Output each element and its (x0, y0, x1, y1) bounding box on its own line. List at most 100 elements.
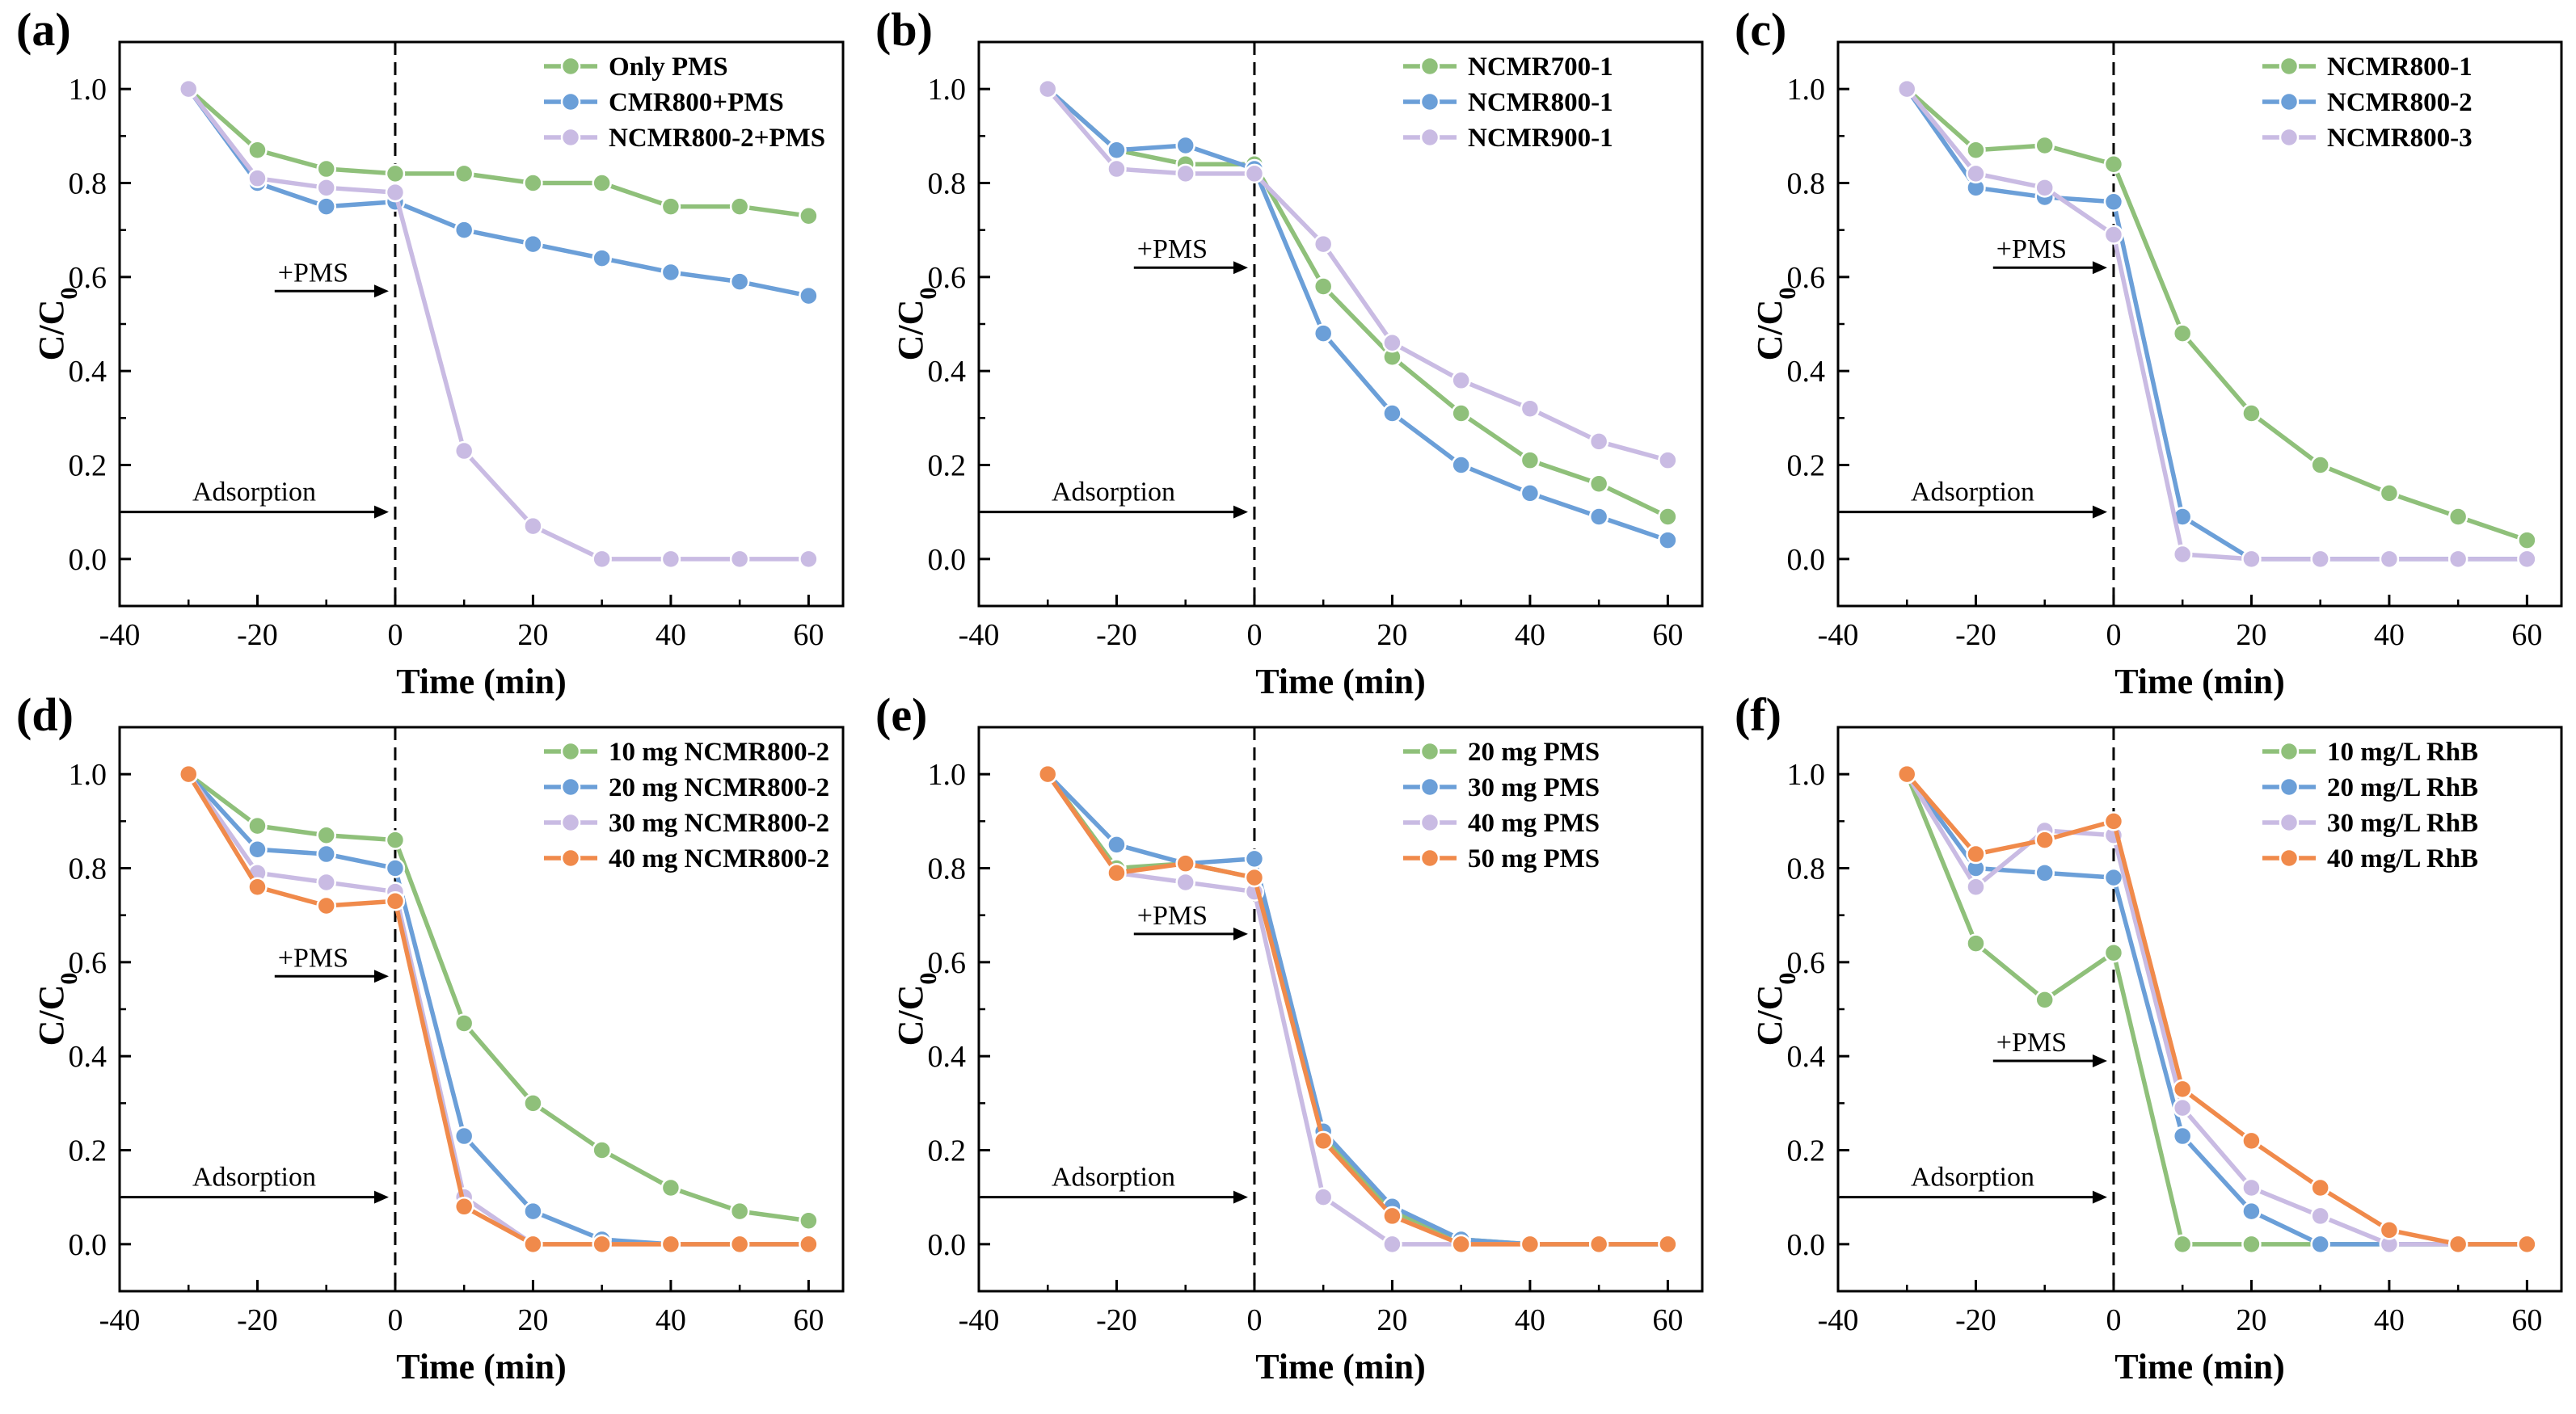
legend-swatch-marker (1419, 91, 1440, 112)
data-point (729, 271, 750, 292)
adsorption-label: Adsorption (1911, 1163, 2034, 1193)
legend-entry: NCMR800-2 (2262, 88, 2473, 117)
data-point (2103, 811, 2124, 831)
data-point (1520, 483, 1541, 503)
data-point (1588, 1234, 1609, 1255)
data-point (1966, 140, 1986, 161)
y-tick-label: 0.4 (928, 355, 967, 389)
x-tick-label: -40 (99, 618, 141, 652)
data-point (660, 549, 681, 570)
y-tick-label: 0.6 (69, 946, 108, 980)
y-tick-label: 0.6 (1787, 261, 1826, 295)
data-point (247, 839, 268, 860)
y-tick-label: 0.0 (928, 543, 967, 577)
legend-entry: 10 mg/L RhB (2262, 738, 2478, 767)
data-point (2172, 1234, 2193, 1255)
data-point (1382, 1234, 1402, 1255)
data-point (316, 196, 336, 217)
chart-panel-b: -40 -20 0 20 40 60 0.0 0.2 0.4 0.6 0.8 1.0 Time (min… (875, 3, 1704, 701)
data-point (2241, 1234, 2262, 1255)
data-point (453, 1126, 474, 1147)
data-point (2172, 1097, 2193, 1118)
adsorption-arrowhead (2092, 1190, 2107, 1204)
series-line (1046, 87, 1669, 463)
data-point (799, 1234, 819, 1255)
panel-label: (f) (1735, 688, 1781, 741)
legend-label: 40 mg/L RhB (2327, 844, 2478, 873)
x-axis-title: Time (min) (2114, 662, 2285, 701)
y-tick-label: 1.0 (928, 758, 967, 792)
legend-entry: 40 mg NCMR800-2 (544, 844, 829, 873)
legend-label: CMR800+PMS (609, 88, 784, 117)
x-tick-label: -40 (1818, 1303, 1859, 1337)
legend-entry: NCMR700-1 (1403, 53, 1613, 82)
x-tick-label: 0 (1246, 618, 1262, 652)
data-point (453, 220, 474, 240)
legend-label: 10 mg NCMR800-2 (609, 738, 829, 767)
pms-arrowhead (2092, 1054, 2107, 1067)
y-tick-label: 0.8 (1787, 167, 1826, 201)
data-point (2172, 323, 2193, 343)
y-tick-label: 0.0 (1787, 543, 1826, 577)
data-point (2379, 1220, 2400, 1240)
data-point (2310, 1206, 2330, 1227)
y-axis-title: C/C0 (32, 973, 82, 1046)
x-tick-label: 40 (1515, 618, 1545, 652)
y-tick-label: 0.2 (928, 1134, 967, 1168)
x-tick-label: 40 (2374, 618, 2405, 652)
data-point (1896, 764, 1917, 785)
legend-label: NCMR800-1 (2327, 53, 2473, 82)
data-point (729, 196, 750, 217)
y-tick-label: 0.2 (1787, 449, 1826, 483)
x-tick-label: 20 (1377, 618, 1407, 652)
legend-entry: NCMR800-2+PMS (544, 124, 825, 153)
series-line (187, 87, 809, 562)
data-point (1896, 78, 1917, 99)
data-point (1966, 844, 1986, 865)
legend-swatch-marker (560, 812, 581, 833)
data-point (1175, 872, 1195, 893)
x-tick-label: 20 (517, 1303, 548, 1337)
adsorption-label: Adsorption (192, 1163, 316, 1193)
legend-label: Only PMS (609, 53, 728, 82)
x-axis-title: Time (min) (396, 1347, 567, 1387)
y-tick-label: 1.0 (69, 73, 108, 107)
y-tick-label: 0.8 (928, 852, 967, 886)
data-point (2310, 1177, 2330, 1198)
pms-arrowhead (2092, 261, 2107, 275)
data-point (799, 285, 819, 306)
y-tick-label: 0.8 (69, 167, 108, 201)
pms-arrowhead (1233, 927, 1248, 941)
x-tick-label: -20 (1955, 1303, 1996, 1337)
data-point (1658, 530, 1678, 550)
legend-entry: 20 mg NCMR800-2 (544, 773, 829, 802)
data-point (1966, 933, 1986, 953)
data-point (660, 196, 681, 217)
x-axis-title: Time (min) (2114, 1347, 2285, 1387)
pms-arrowhead (373, 284, 389, 298)
series-line (1905, 772, 2528, 1247)
x-tick-label: 20 (2236, 1303, 2266, 1337)
data-point (316, 825, 336, 846)
data-point (178, 764, 199, 785)
legend-entry: 20 mg PMS (1403, 738, 1600, 767)
x-tick-label: 0 (387, 618, 403, 652)
data-point (2241, 1201, 2262, 1222)
data-point (1175, 135, 1195, 156)
legend-swatch-marker (2279, 812, 2300, 833)
x-tick-label: 60 (793, 1303, 824, 1337)
legend-swatch-marker (2279, 127, 2300, 148)
x-tick-label: 0 (387, 1303, 403, 1337)
data-point (2310, 549, 2330, 570)
legend-entry: 40 mg PMS (1403, 809, 1600, 838)
series-line (1904, 772, 2528, 1247)
x-tick-label: 60 (793, 618, 824, 652)
data-point (2103, 225, 2124, 245)
legend-entry: 30 mg NCMR800-2 (544, 809, 829, 838)
legend-entry: NCMR800-1 (1403, 88, 1613, 117)
legend-entry: NCMR900-1 (1403, 124, 1613, 153)
legend-label: 50 mg PMS (1468, 844, 1600, 873)
data-point (2034, 990, 2055, 1010)
legend-label: 20 mg PMS (1468, 738, 1600, 767)
data-point (1658, 450, 1678, 470)
